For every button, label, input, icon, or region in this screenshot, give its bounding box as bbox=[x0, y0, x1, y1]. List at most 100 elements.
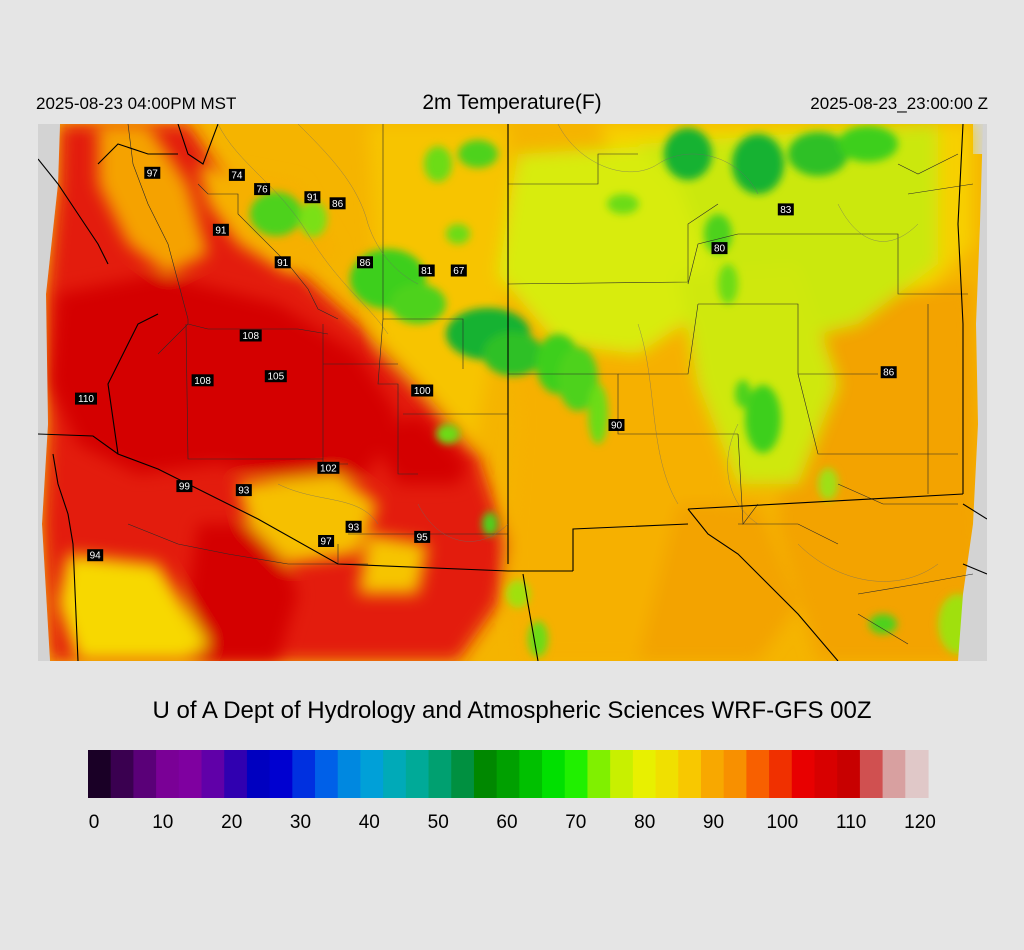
colorbar-swatch bbox=[315, 750, 339, 798]
station-label-box bbox=[418, 264, 435, 277]
colorbar-swatch bbox=[859, 750, 884, 798]
station-label: 93 bbox=[345, 520, 362, 533]
station-label-text: 74 bbox=[231, 170, 243, 181]
station-label-box bbox=[191, 374, 214, 387]
station-label-box bbox=[176, 480, 193, 493]
colorbar-swatch bbox=[337, 750, 362, 798]
station-label-text: 90 bbox=[611, 421, 623, 432]
colorbar-tick-label: 90 bbox=[703, 812, 724, 833]
colorbar-tick-label: 100 bbox=[766, 812, 798, 833]
colorbar-swatch bbox=[269, 750, 293, 798]
station-label-text: 100 bbox=[414, 386, 431, 397]
station-label-text: 99 bbox=[179, 482, 191, 493]
station-label-text: 105 bbox=[267, 372, 284, 383]
map-title: 2m Temperature(F) bbox=[422, 91, 602, 114]
station-label-text: 76 bbox=[257, 185, 269, 196]
temperature-map: 97 74 76 91 86 91 91 86 81 67 108 108 105 110 100 90 102… bbox=[38, 124, 987, 661]
station-label-box bbox=[274, 256, 291, 269]
station-label-text: 93 bbox=[238, 486, 250, 497]
station-label-box bbox=[304, 191, 321, 204]
station-label: 93 bbox=[235, 484, 252, 497]
colorbar-swatch bbox=[746, 750, 770, 798]
station-label-text: 67 bbox=[453, 266, 465, 277]
station-label-box bbox=[239, 329, 262, 342]
local-time-label: 2025-08-23 04:00PM MST bbox=[36, 94, 237, 113]
colorbar-swatch bbox=[156, 750, 180, 798]
colorbar-swatch bbox=[133, 750, 157, 798]
temperature-colorbar: 0 10 20 30 40 50 60 70 80 90 100 110 120 bbox=[88, 750, 936, 833]
station-label-box bbox=[357, 256, 373, 269]
colorbar-swatch bbox=[360, 750, 384, 798]
station-label: 100 bbox=[411, 384, 434, 397]
station-label: 94 bbox=[87, 549, 104, 562]
station-label-text: 97 bbox=[321, 537, 333, 548]
station-label: 74 bbox=[228, 168, 245, 181]
station-label: 86 bbox=[357, 256, 373, 269]
station-label-box bbox=[254, 183, 271, 196]
station-label-text: 95 bbox=[417, 532, 429, 543]
colorbar-swatch bbox=[564, 750, 589, 798]
station-label: 108 bbox=[191, 374, 214, 387]
colorbar-tick-label: 120 bbox=[904, 812, 936, 833]
colorbar-tick-label: 60 bbox=[496, 812, 517, 833]
colorbar-swatch bbox=[519, 750, 543, 798]
station-label: 99 bbox=[176, 480, 193, 493]
colorbar-swatch bbox=[678, 750, 702, 798]
colorbar-swatch bbox=[451, 750, 475, 798]
colorbar-swatch bbox=[905, 750, 929, 798]
station-label-box bbox=[317, 461, 340, 474]
colorbar-tick-label: 10 bbox=[152, 812, 173, 833]
station-label-box bbox=[144, 166, 161, 179]
station-label-text: 108 bbox=[194, 376, 211, 387]
station-label-text: 97 bbox=[147, 168, 159, 179]
temperature-field bbox=[38, 124, 987, 661]
station-label: 97 bbox=[318, 535, 335, 548]
cool-patch bbox=[250, 192, 302, 236]
colorbar-tick-label: 80 bbox=[634, 812, 655, 833]
station-label-box bbox=[880, 366, 897, 379]
station-label-text: 91 bbox=[215, 225, 227, 236]
station-label-box bbox=[87, 549, 104, 562]
station-label-text: 110 bbox=[78, 394, 94, 405]
colorbar-swatches bbox=[88, 750, 929, 798]
station-label-text: 108 bbox=[242, 331, 259, 342]
station-label-box bbox=[450, 264, 467, 277]
station-label: 110 bbox=[75, 392, 97, 405]
station-label-text: 86 bbox=[883, 368, 895, 379]
station-label-box bbox=[411, 384, 434, 397]
station-label: 76 bbox=[254, 183, 271, 196]
station-label-text: 93 bbox=[348, 522, 360, 533]
station-label-box bbox=[414, 530, 431, 543]
station-label: 91 bbox=[274, 256, 291, 269]
station-label-box bbox=[345, 520, 362, 533]
station-label: 90 bbox=[608, 419, 625, 432]
colorbar-swatch bbox=[428, 750, 452, 798]
station-label-text: 91 bbox=[307, 193, 319, 204]
colorbar-swatch bbox=[814, 750, 838, 798]
valid-time-label: 2025-08-23_23:00:00 Z bbox=[810, 94, 988, 113]
colorbar-tick-label: 0 bbox=[89, 812, 100, 833]
station-label-text: 86 bbox=[332, 199, 344, 210]
station-label: 67 bbox=[450, 264, 467, 277]
colorbar-swatch bbox=[292, 750, 316, 798]
colorbar-swatch bbox=[542, 750, 566, 798]
colorbar-tick-label: 50 bbox=[428, 812, 449, 833]
station-label-box bbox=[235, 484, 252, 497]
station-label-text: 81 bbox=[421, 266, 433, 277]
station-label-text: 102 bbox=[320, 463, 337, 474]
colorbar-swatch bbox=[700, 750, 725, 798]
colorbar-swatch bbox=[246, 750, 271, 798]
station-label-text: 94 bbox=[90, 551, 102, 562]
credit-line: U of A Dept of Hydrology and Atmospheric… bbox=[152, 697, 872, 724]
station-label-box bbox=[329, 197, 346, 210]
colorbar-swatch bbox=[655, 750, 679, 798]
station-label: 81 bbox=[418, 264, 435, 277]
station-label-box bbox=[711, 242, 728, 255]
station-label-box bbox=[777, 203, 794, 216]
temperature-contours bbox=[217, 124, 939, 582]
station-labels: 97 74 76 91 86 91 91 86 81 67 108 108 105 110 100 90 102… bbox=[75, 166, 897, 562]
station-label-text: 80 bbox=[714, 244, 726, 255]
station-label: 91 bbox=[212, 223, 229, 236]
station-label: 80 bbox=[711, 242, 728, 255]
colorbar-tick-labels: 0 10 20 30 40 50 60 70 80 90 100 110 120 bbox=[89, 812, 936, 833]
